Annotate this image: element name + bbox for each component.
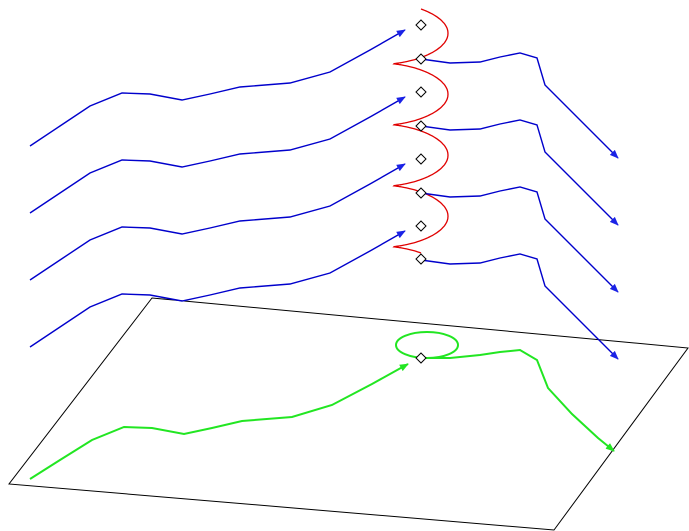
incoming-trajectory-1 [29, 29, 406, 147]
diamond-marker-9 [415, 352, 427, 364]
diamond-marker-7 [415, 220, 427, 232]
incoming-trajectory-4 [29, 230, 406, 348]
outgoing-trajectory-2 [420, 119, 619, 226]
outgoing-trajectory-4 [420, 253, 619, 360]
diamond-marker-6 [415, 187, 427, 199]
incoming-trajectory-2 [29, 96, 406, 214]
diamond-marker-4 [415, 120, 427, 132]
outgoing-trajectory-3 [420, 186, 619, 293]
marker-group [415, 19, 427, 364]
diamond-marker-3 [415, 86, 427, 98]
projection-group [29, 331, 615, 480]
incoming-trajectory-3 [29, 163, 406, 281]
diamond-marker-1 [415, 19, 427, 31]
diamond-marker-8 [415, 253, 427, 265]
trajectory-group [29, 29, 619, 360]
projected-loop [395, 331, 459, 359]
projected-incoming-path [29, 363, 409, 480]
outgoing-trajectory-1 [420, 52, 619, 159]
diamond-marker-5 [415, 153, 427, 165]
projection-plane [8, 297, 689, 531]
projected-outgoing-path [421, 348, 615, 452]
diamond-marker-2 [415, 53, 427, 65]
